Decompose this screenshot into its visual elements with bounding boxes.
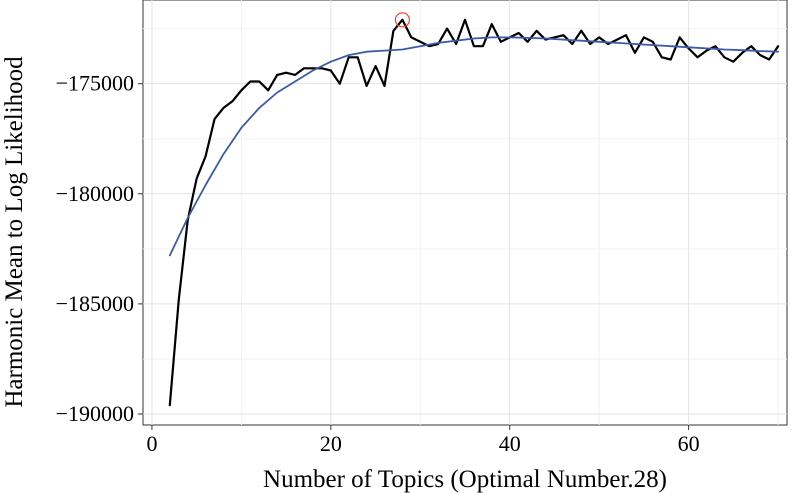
plot-panel	[142, 0, 788, 426]
x-tick-label: 40	[499, 431, 521, 456]
y-tick-label: −175000	[56, 71, 134, 96]
x-tick-label: 60	[678, 431, 700, 456]
major-gridlines	[143, 0, 787, 425]
y-tick-label: −190000	[56, 401, 134, 426]
series-layer	[168, 12, 780, 407]
x-axis-title: Number of Topics (Optimal Number.28)	[263, 466, 667, 493]
ticks-layer: 0 20 40 60 −190000 −185000 −180000 −175000	[56, 71, 700, 456]
x-tick-label: 20	[320, 431, 342, 456]
smoothed-series-line	[168, 36, 779, 257]
observed-series-line	[168, 18, 780, 407]
optimum-marker	[394, 12, 410, 28]
minor-gridlines	[143, 0, 787, 425]
y-tick-label: −180000	[56, 181, 134, 206]
y-tick-label: −185000	[56, 291, 134, 316]
y-axis-title: Harmonic Mean to Log Likelihood	[1, 56, 28, 408]
x-tick-label: 0	[146, 431, 157, 456]
